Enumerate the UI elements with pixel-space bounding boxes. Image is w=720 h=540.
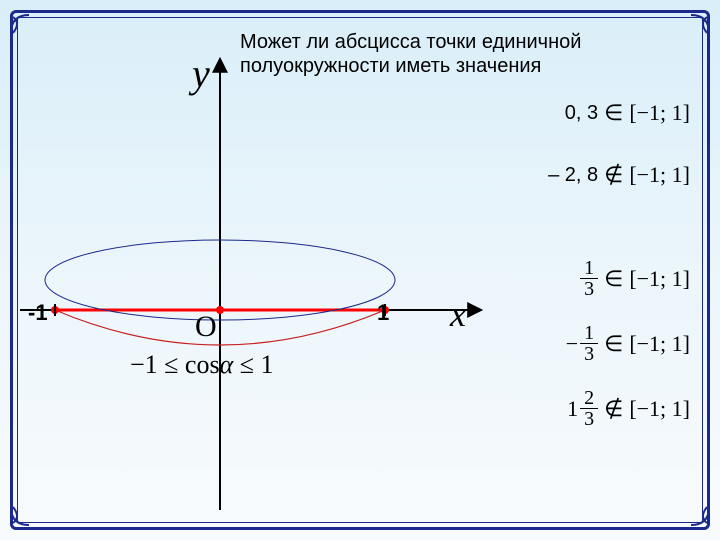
answer-value: 0, 3	[548, 102, 598, 125]
ineq-alpha: α	[220, 350, 234, 379]
x-axis-label: x	[450, 293, 466, 335]
cos-inequality: −1 ≤ cosα ≤ 1	[130, 350, 274, 380]
answer-relation: ∈	[604, 331, 623, 357]
origin-label: O	[195, 310, 217, 344]
y-axis-label: y	[192, 50, 210, 97]
question-line1: Может ли абсцисса точки единичной	[240, 31, 581, 53]
slide-stage: Может ли абсцисса точки единичной полуок…	[0, 0, 720, 540]
answer-set: [−1; 1]	[629, 100, 690, 126]
fraction: 1 3	[580, 323, 598, 364]
answer-set: [−1; 1]	[629, 162, 690, 188]
answer-value: 1 3	[548, 258, 598, 299]
answer-row: – 2, 8 ∉ [−1; 1]	[470, 162, 690, 188]
fraction-numerator: 2	[580, 388, 598, 409]
ineq-left: −1 ≤ cos	[130, 350, 220, 379]
answer-relation: ∉	[604, 396, 623, 422]
answer-value: − 1 3	[548, 323, 598, 364]
answer-value: – 2, 8	[548, 164, 598, 187]
answer-row: 0, 3 ∈ [−1; 1]	[470, 100, 690, 126]
point-origin	[216, 306, 224, 314]
negative-fraction: − 1 3	[566, 323, 598, 364]
ineq-right: ≤ 1	[233, 350, 273, 379]
answer-set: [−1; 1]	[629, 266, 690, 292]
question-text: Может ли абсцисса точки единичной полуок…	[240, 30, 700, 78]
answer-relation: ∉	[604, 162, 623, 188]
answer-relation: ∈	[604, 100, 623, 126]
tick-label-neg1: -1	[28, 300, 48, 326]
answer-relation: ∈	[604, 266, 623, 292]
fraction: 2 3	[580, 388, 598, 429]
fraction-denominator: 3	[580, 409, 598, 429]
fraction-denominator: 3	[580, 279, 598, 299]
fraction: 1 3	[580, 258, 598, 299]
answer-row: − 1 3 ∈ [−1; 1]	[470, 323, 690, 364]
fraction-denominator: 3	[580, 344, 598, 364]
question-line2: полуокружности иметь значения	[240, 55, 541, 77]
mixed-number: 1 2 3	[567, 388, 598, 429]
answer-row: 1 2 3 ∉ [−1; 1]	[470, 388, 690, 429]
fraction-numerator: 1	[580, 258, 598, 279]
answer-value: 1 2 3	[548, 388, 598, 429]
answer-set: [−1; 1]	[629, 396, 690, 422]
answer-row: 1 3 ∈ [−1; 1]	[470, 258, 690, 299]
answers-list: 0, 3 ∈ [−1; 1] – 2, 8 ∉ [−1; 1] 1 3 ∈ [−…	[470, 100, 690, 447]
answer-set: [−1; 1]	[629, 331, 690, 357]
mixed-int: 1	[567, 396, 578, 422]
tick-label-pos1: 1	[377, 300, 389, 326]
fraction-numerator: 1	[580, 323, 598, 344]
